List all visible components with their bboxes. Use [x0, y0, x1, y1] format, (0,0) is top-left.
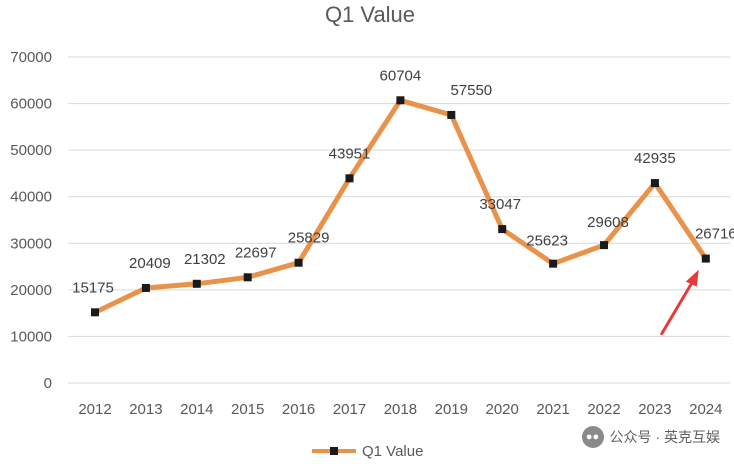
- data-label: 42935: [634, 150, 676, 167]
- data-point-marker: [701, 254, 710, 263]
- data-point-marker: [549, 259, 558, 268]
- y-axis-ticks: 0 10000 20000 30000 40000 50000 60000 70000: [10, 49, 52, 392]
- x-tick-label: 2018: [384, 401, 417, 418]
- y-tick-label: 50000: [10, 142, 52, 159]
- x-tick-label: 2013: [129, 401, 162, 418]
- data-label: 21302: [184, 251, 226, 268]
- annotation-arrow: [660, 269, 699, 336]
- series-line: [92, 97, 709, 315]
- watermark: ●● 公众号 · 英克互娱: [581, 424, 720, 450]
- x-tick-label: 2017: [333, 401, 366, 418]
- data-labels: 15175 20409 21302 22697 25829 43951 60704 57550…: [72, 67, 734, 296]
- y-tick-label: 20000: [10, 282, 52, 299]
- wechat-icon: ●●: [581, 426, 604, 448]
- y-tick-label: 40000: [10, 189, 52, 206]
- y-tick-label: 70000: [10, 49, 52, 66]
- legend-label: Q1 Value: [362, 443, 423, 460]
- data-label: 43951: [329, 145, 371, 162]
- y-tick-label: 10000: [10, 328, 52, 345]
- x-tick-label: 2022: [587, 401, 620, 418]
- arrow-head: [685, 269, 699, 287]
- data-label: 25829: [288, 230, 330, 247]
- x-tick-label: 2020: [486, 401, 519, 418]
- data-point-marker: [600, 241, 608, 250]
- legend-marker-swatch: [330, 447, 338, 455]
- y-tick-label: 60000: [10, 96, 52, 113]
- x-tick-label: 2012: [78, 401, 111, 418]
- data-label: 57550: [450, 82, 492, 99]
- data-label: 22697: [235, 244, 277, 261]
- legend: Q1 Value: [312, 443, 423, 460]
- x-tick-label: 2019: [435, 401, 468, 418]
- watermark-text: 公众号 · 英克互娱: [609, 429, 720, 445]
- data-label: 25623: [526, 233, 568, 250]
- data-label: 26716: [695, 226, 734, 243]
- data-label: 20409: [129, 255, 171, 272]
- gridlines: [68, 56, 730, 384]
- x-tick-label: 2014: [180, 401, 213, 418]
- y-tick-label: 30000: [10, 235, 52, 252]
- data-label: 60704: [380, 67, 422, 84]
- chart-title: Q1 Value: [325, 2, 415, 27]
- data-point-marker: [141, 283, 150, 292]
- series-markers: [91, 96, 710, 317]
- data-point-marker: [447, 110, 456, 119]
- data-point-marker: [345, 174, 354, 183]
- data-label: 15175: [72, 279, 114, 296]
- x-tick-label: 2021: [536, 401, 569, 418]
- x-tick-label: 2016: [282, 401, 315, 418]
- data-point-marker: [243, 273, 252, 282]
- x-axis-ticks: 2012 2013 2014 2015 2016 2017 2018 2019 2020 2021…: [78, 401, 722, 418]
- data-point-marker: [396, 96, 405, 105]
- data-point-marker: [294, 258, 303, 267]
- data-point-marker: [650, 179, 659, 188]
- y-tick-label: 0: [44, 375, 52, 392]
- x-tick-label: 2024: [689, 401, 722, 418]
- data-point-marker: [91, 308, 99, 317]
- x-tick-label: 2023: [638, 401, 671, 418]
- data-label: 33047: [479, 196, 521, 213]
- data-label: 29608: [587, 214, 629, 231]
- series-q1-value: [92, 97, 709, 315]
- data-point-marker: [498, 225, 507, 234]
- data-point-marker: [192, 279, 201, 288]
- x-tick-label: 2015: [231, 401, 264, 418]
- arrow-shaft: [660, 278, 696, 336]
